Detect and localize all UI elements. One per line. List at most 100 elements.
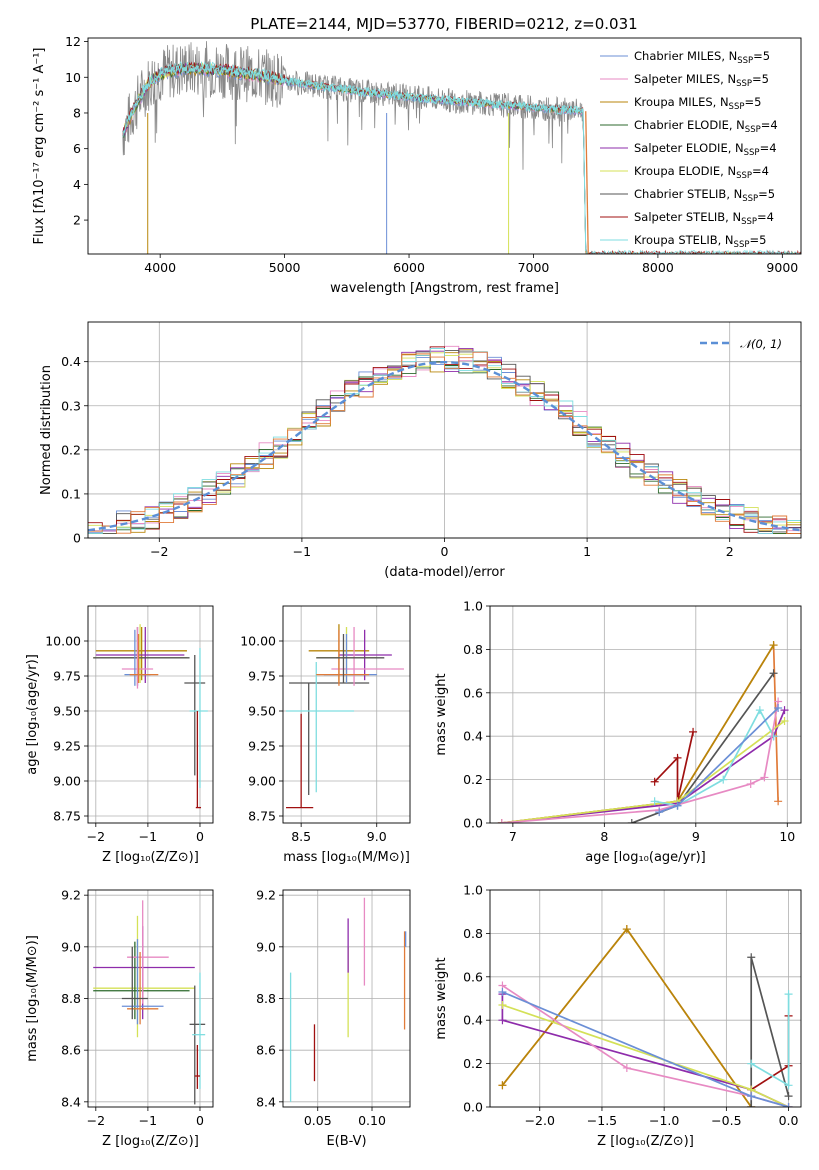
y-tick-label: 8.75 <box>53 809 81 824</box>
y-tick-label: 10 <box>65 70 81 85</box>
weight-point-marker <box>650 797 659 806</box>
y-tick-label: 8.6 <box>61 1043 81 1058</box>
plot-area-mass_vs_ebv <box>289 897 407 1102</box>
y-tick-label: 8.8 <box>61 991 81 1006</box>
axes-frame <box>489 889 802 1108</box>
plot-area-weight_vs_Z <box>498 925 793 1107</box>
weight-point-marker <box>747 1103 756 1107</box>
weight-point-marker <box>769 669 778 678</box>
weight-point-marker <box>774 797 783 806</box>
errorbar-point <box>192 972 206 1089</box>
weight-point-marker <box>784 990 793 999</box>
weight-point-marker <box>719 775 728 784</box>
y-tick-label: 0.4 <box>61 354 81 369</box>
plot-area-age_vs_Z <box>93 624 208 809</box>
y-tick-label: 0.0 <box>463 1100 483 1115</box>
x-tick-label: 2 <box>726 544 734 559</box>
panel-residuals: −2 −1 0 1 2 0 0.1 0.2 0.3 0.4 (data-model)/error No… <box>39 321 802 580</box>
weight-point-marker <box>769 641 778 650</box>
errorbar-point <box>194 1045 200 1089</box>
weight-point-marker <box>689 727 698 736</box>
x-tick-label: 8000 <box>642 260 674 275</box>
y-tick-label: 9.25 <box>248 739 276 754</box>
x-tick-label: 0 <box>196 1113 204 1128</box>
y-tick-label: 9.25 <box>53 739 81 754</box>
x-axis-label: age [log₁₀(age/yr)] <box>585 850 706 865</box>
x-tick-label: 9 <box>692 829 700 844</box>
y-tick-label: 8.75 <box>248 809 276 824</box>
data-spectrum-line <box>122 41 587 254</box>
y-tick-label: 9.50 <box>53 704 81 719</box>
weight-point-marker <box>622 1063 631 1072</box>
panel-mass_vs_Z: −2 −1 0 8.4 8.6 8.8 9.0 9.2 Z [log₁₀(Z/Z⊙)] mass … <box>25 888 214 1149</box>
y-tick-label: 0.2 <box>463 1056 483 1071</box>
x-tick-label: 0.05 <box>304 1113 332 1128</box>
y-tick-label: 0.4 <box>463 1013 483 1028</box>
y-axis-label: age [log₁₀(age/yr)] <box>25 654 40 775</box>
errorbar-point <box>129 634 159 683</box>
x-tick-label: 8.5 <box>291 829 311 844</box>
x-tick-label: 7000 <box>518 260 550 275</box>
panel-weight_vs_age: 7 8 9 10 0.0 0.2 0.4 0.6 0.8 1.0 age [log₁₀(age/yr… <box>434 599 802 865</box>
weight-point-marker <box>673 753 682 762</box>
legend-entry: Kroupa STELIB, NSSP=5 <box>634 233 766 250</box>
weight-point-marker <box>498 987 507 996</box>
errorbar-point <box>286 662 355 793</box>
plot-area-weight_vs_age <box>497 641 789 823</box>
y-axis-label: mass weight <box>434 673 449 755</box>
y-tick-label: 1.0 <box>463 883 483 898</box>
y-axis-label: mass weight <box>434 957 449 1039</box>
x-tick-label: 10 <box>779 829 795 844</box>
y-tick-label: 0.2 <box>463 772 483 787</box>
x-tick-label: −1.0 <box>649 1113 679 1128</box>
x-axis-label: (data-model)/error <box>384 565 505 580</box>
errorbar-point <box>289 682 370 795</box>
y-tick-label: 9.00 <box>53 774 81 789</box>
weight-point-marker <box>784 1092 793 1101</box>
y-tick-label: 9.75 <box>248 669 276 684</box>
legend-entry: Kroupa ELODIE, NSSP=4 <box>634 164 769 181</box>
panel-age_vs_Z: −2 −1 0 8.75 9.00 9.25 9.50 9.75 10.00 Z [log₁₀(Z… <box>25 605 214 865</box>
panel-spectrum: 4000 5000 6000 7000 8000 9000 2 4 6 8 10 12 waveleng… <box>32 34 802 296</box>
y-tick-label: 12 <box>65 34 81 49</box>
y-tick-label: 2 <box>73 213 81 228</box>
plot-area-age_vs_mass <box>286 624 404 809</box>
x-tick-label: −2.0 <box>525 1113 555 1128</box>
y-tick-label: 9.2 <box>61 888 81 903</box>
x-tick-label: 9.0 <box>367 829 387 844</box>
y-tick-label: 1.0 <box>463 599 483 614</box>
y-axis-label: Normed distribution <box>39 365 54 495</box>
spectrum-title: PLATE=2144, MJD=53770, FIBERID=0212, z=0… <box>250 15 637 33</box>
y-tick-label: 10.00 <box>45 634 81 649</box>
plot-area-mass_vs_Z <box>93 900 206 1105</box>
x-tick-label: 0.10 <box>358 1113 386 1128</box>
y-tick-label: 8.4 <box>256 1094 276 1109</box>
y-tick-label: 0.1 <box>61 486 81 501</box>
x-tick-label: 7 <box>509 829 517 844</box>
weight-point-marker <box>784 1081 793 1090</box>
y-tick-label: 0.8 <box>463 926 483 941</box>
errorbar-point <box>95 627 185 683</box>
legend-entry: Salpeter ELODIE, NSSP=4 <box>634 141 777 158</box>
residuals-legend: 𝒩(0, 1) <box>700 337 782 351</box>
weight-series-line <box>501 709 786 823</box>
model-spectrum-line <box>122 63 587 252</box>
y-tick-label: 0.3 <box>61 398 81 413</box>
panel-weight_vs_Z: −2.0 −1.5 −1.0 −0.5 0.0 0.0 0.2 0.4 0.6 0.8 1.0 Z [… <box>434 883 802 1149</box>
y-tick-label: 0 <box>73 531 81 546</box>
legend-entry: Chabrier ELODIE, NSSP=4 <box>634 118 778 135</box>
weight-point-marker <box>755 706 764 715</box>
weight-point-marker <box>655 808 664 817</box>
y-tick-label: 0.8 <box>463 642 483 657</box>
weight-point-marker <box>780 717 789 726</box>
axes-frame <box>87 37 802 255</box>
axes-frame <box>87 605 214 824</box>
y-tick-label: 0.2 <box>61 442 81 457</box>
y-tick-label: 8.6 <box>256 1043 276 1058</box>
plot-area-residuals <box>88 345 801 535</box>
x-tick-label: 0 <box>441 544 449 559</box>
weight-point-marker <box>760 773 769 782</box>
weight-point-marker <box>746 779 755 788</box>
legend-entry: Chabrier MILES, NSSP=5 <box>634 49 770 66</box>
